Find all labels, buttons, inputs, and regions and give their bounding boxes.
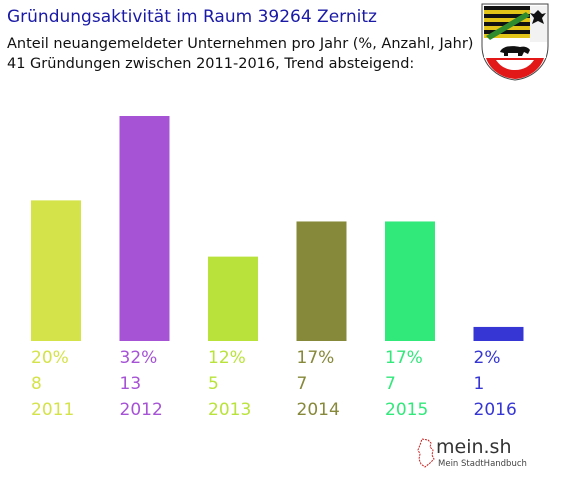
chart-title: Gründungsaktivität im Raum 39264 Zernitz [7,7,377,27]
percent-label-2013: 12% [208,348,246,368]
count-label-2015: 7 [385,374,396,394]
coat-of-arms-icon [481,3,549,81]
percent-label-2014: 17% [297,348,335,368]
germany-map-icon [417,438,435,468]
count-label-2014: 7 [297,374,308,394]
bar-2014 [296,221,347,341]
chart-summary: 41 Gründungen zwischen 2011-2016, Trend … [7,56,415,72]
bar-2011 [31,200,81,341]
year-label-2016: 2016 [474,400,517,420]
count-label-2013: 5 [208,374,219,394]
logo-tagline: Mein StadtHandbuch [438,459,527,469]
bar-2012 [119,116,170,341]
mein-sh-logo: mein.sh Mein StadtHandbuch [414,432,527,474]
percent-label-2015: 17% [385,348,423,368]
bar-2013 [208,256,258,341]
count-label-2016: 1 [474,374,485,394]
chart-subtitle: Anteil neuangemeldeter Unternehmen pro J… [7,36,474,52]
year-label-2015: 2015 [385,400,428,420]
year-label-2011: 2011 [31,400,74,420]
percent-label-2011: 20% [31,348,69,368]
year-label-2012: 2012 [120,400,163,420]
percent-label-2012: 32% [120,348,158,368]
count-label-2012: 13 [120,374,142,394]
logo-text: mein.sh [436,436,512,458]
bar-2016 [473,326,524,341]
year-label-2014: 2014 [297,400,340,420]
bar-2015 [385,221,435,341]
count-label-2011: 8 [31,374,42,394]
year-label-2013: 2013 [208,400,251,420]
percent-label-2016: 2% [474,348,501,368]
